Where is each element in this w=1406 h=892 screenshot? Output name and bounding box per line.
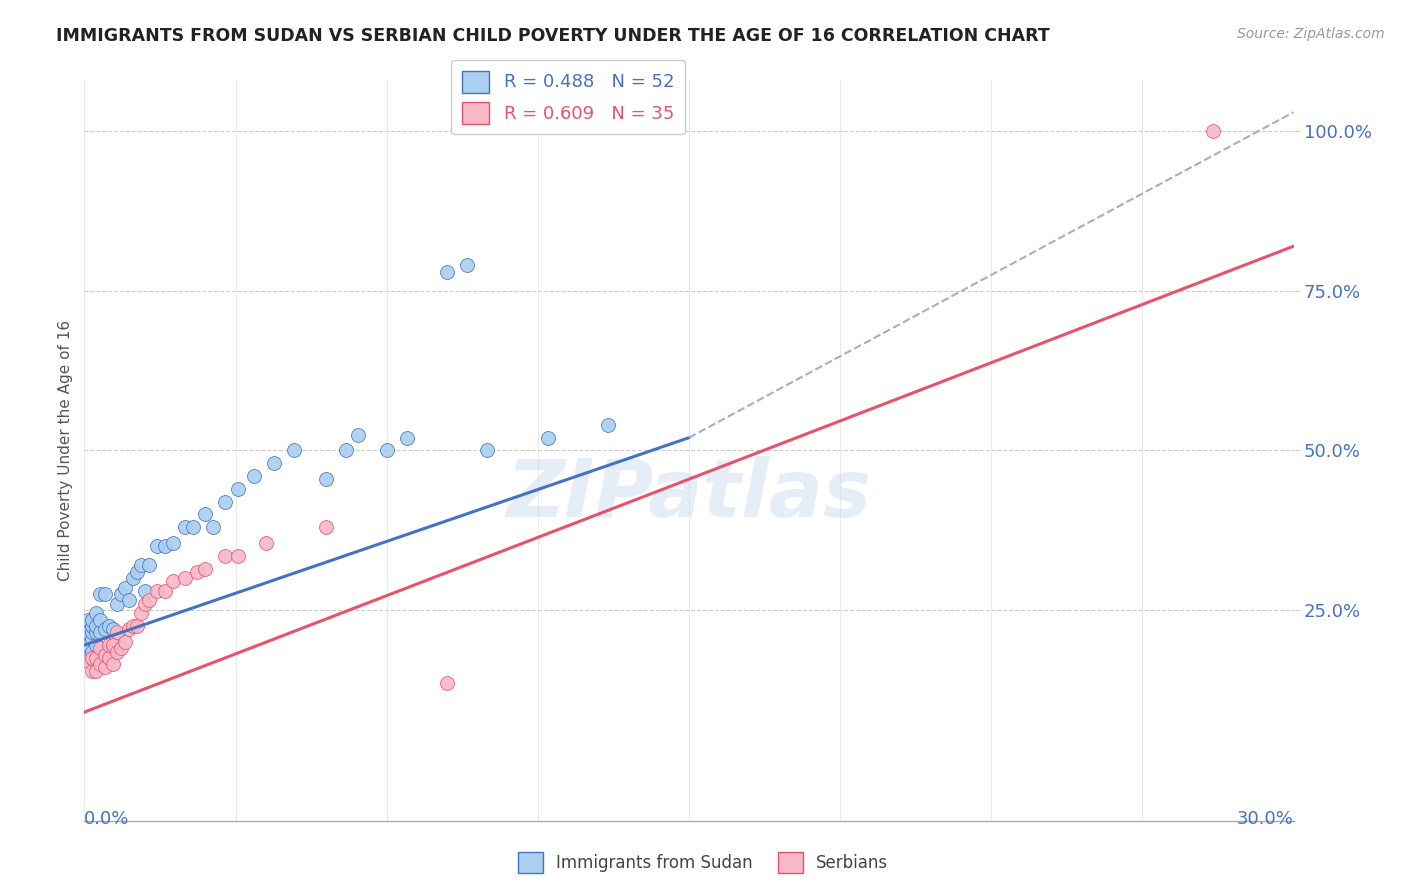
Point <box>101 657 124 672</box>
Point <box>214 494 236 508</box>
Point <box>146 539 169 553</box>
Point <box>82 644 104 658</box>
Point <box>263 456 285 470</box>
Point <box>89 641 111 656</box>
Point <box>283 443 305 458</box>
Point <box>86 651 108 665</box>
Point <box>77 651 100 665</box>
Point <box>93 648 115 662</box>
Point <box>121 619 143 633</box>
Point <box>77 625 100 640</box>
Point <box>110 587 132 601</box>
Point <box>77 638 100 652</box>
Point <box>93 622 115 636</box>
Point <box>125 619 148 633</box>
Point <box>77 613 100 627</box>
Point <box>89 657 111 672</box>
Point <box>436 265 458 279</box>
Point <box>97 638 120 652</box>
Point <box>86 638 108 652</box>
Point <box>121 571 143 585</box>
Point <box>101 638 124 652</box>
Point <box>315 520 337 534</box>
Text: 30.0%: 30.0% <box>1237 810 1294 828</box>
Point <box>537 431 560 445</box>
Point <box>86 606 108 620</box>
Point <box>181 520 204 534</box>
Point <box>146 583 169 598</box>
Y-axis label: Child Poverty Under the Age of 16: Child Poverty Under the Age of 16 <box>58 320 73 581</box>
Point <box>395 431 418 445</box>
Point <box>105 644 128 658</box>
Point <box>89 613 111 627</box>
Point <box>598 417 620 432</box>
Point <box>254 536 277 550</box>
Point <box>77 654 100 668</box>
Point <box>118 593 141 607</box>
Point <box>186 565 208 579</box>
Legend: R = 0.488   N = 52, R = 0.609   N = 35: R = 0.488 N = 52, R = 0.609 N = 35 <box>451 60 685 135</box>
Point <box>93 660 115 674</box>
Point <box>114 581 136 595</box>
Point <box>153 539 176 553</box>
Point <box>114 635 136 649</box>
Point <box>101 622 124 636</box>
Point <box>134 597 156 611</box>
Point <box>89 625 111 640</box>
Point <box>110 641 132 656</box>
Legend: Immigrants from Sudan, Serbians: Immigrants from Sudan, Serbians <box>512 846 894 880</box>
Point <box>118 622 141 636</box>
Point <box>226 549 249 563</box>
Point <box>105 597 128 611</box>
Point <box>82 625 104 640</box>
Point <box>162 574 184 589</box>
Point <box>242 469 264 483</box>
Point <box>97 651 120 665</box>
Point <box>375 443 398 458</box>
Point <box>129 606 152 620</box>
Point <box>162 536 184 550</box>
Point <box>436 676 458 690</box>
Point <box>86 664 108 678</box>
Point <box>89 587 111 601</box>
Point <box>97 644 120 658</box>
Point <box>335 443 357 458</box>
Point <box>194 508 217 522</box>
Text: 0.0%: 0.0% <box>84 810 129 828</box>
Point <box>93 587 115 601</box>
Point <box>347 427 370 442</box>
Point <box>456 259 478 273</box>
Point <box>97 619 120 633</box>
Point <box>138 558 160 573</box>
Point <box>202 520 225 534</box>
Point <box>226 482 249 496</box>
Point <box>138 593 160 607</box>
Point <box>82 632 104 646</box>
Point <box>194 561 217 575</box>
Point <box>129 558 152 573</box>
Point <box>214 549 236 563</box>
Text: IMMIGRANTS FROM SUDAN VS SERBIAN CHILD POVERTY UNDER THE AGE OF 16 CORRELATION C: IMMIGRANTS FROM SUDAN VS SERBIAN CHILD P… <box>56 27 1050 45</box>
Text: Source: ZipAtlas.com: Source: ZipAtlas.com <box>1237 27 1385 41</box>
Point <box>86 625 108 640</box>
Point <box>82 619 104 633</box>
Point <box>105 625 128 640</box>
Point <box>315 472 337 486</box>
Point <box>174 520 197 534</box>
Point <box>82 613 104 627</box>
Point <box>174 571 197 585</box>
Point <box>153 583 176 598</box>
Text: ZIPatlas: ZIPatlas <box>506 456 872 534</box>
Point <box>134 583 156 598</box>
Point <box>1202 124 1225 138</box>
Point <box>82 651 104 665</box>
Point <box>125 565 148 579</box>
Point <box>86 619 108 633</box>
Point <box>82 664 104 678</box>
Point <box>477 443 499 458</box>
